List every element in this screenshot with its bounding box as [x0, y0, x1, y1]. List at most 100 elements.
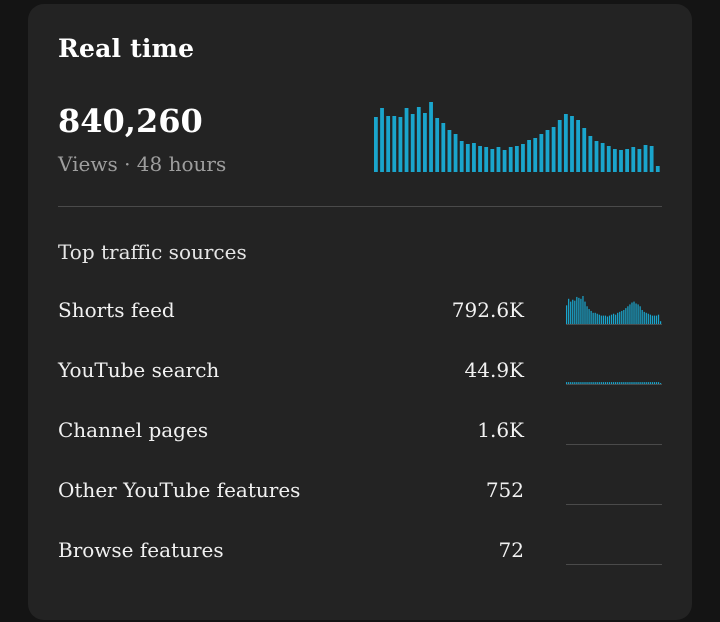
views-bar	[514, 146, 519, 172]
sparkline-bar	[584, 382, 586, 384]
sparkline-bar	[615, 314, 617, 324]
sparkline-bar	[584, 301, 586, 324]
sparkline-bar	[619, 382, 621, 384]
sparkline-bar	[629, 304, 631, 324]
sparkline-bar	[604, 315, 607, 324]
sparkline-bar	[596, 313, 598, 324]
traffic-source-value: 752	[485, 478, 524, 502]
sparkline-bar	[568, 382, 570, 384]
sparkline-bar	[633, 301, 635, 324]
sparkline-bar	[643, 382, 645, 384]
sparkline-bar	[612, 313, 615, 324]
sparkline-bar	[610, 382, 613, 384]
views-bar	[404, 108, 409, 172]
sparkline-bar	[594, 382, 596, 384]
sparkline-bar	[653, 382, 656, 384]
sparkline-bar	[588, 309, 590, 324]
sparkline-bar	[590, 382, 592, 384]
views-bar	[398, 117, 403, 172]
traffic-source-value: 792.6K	[451, 298, 524, 322]
sparkline-bar	[633, 382, 635, 384]
sparkline-bar	[568, 298, 570, 324]
sparkline-bar	[578, 382, 580, 384]
sparkline-bar	[570, 301, 572, 324]
views-bar	[423, 113, 427, 172]
sparkline-bar	[582, 296, 584, 324]
sparkline-bar	[655, 382, 658, 384]
card-title: Real time	[58, 34, 195, 63]
views-bar	[527, 140, 531, 172]
sparkline-bar	[600, 382, 602, 384]
views-bar	[576, 120, 581, 172]
views-period-subtitle: Views · 48 hours	[58, 152, 227, 176]
views-bar	[551, 127, 556, 172]
views-bar	[478, 146, 482, 172]
sparkline-bar	[647, 313, 649, 324]
views-bar	[655, 166, 660, 172]
sparkline-bar	[594, 312, 596, 324]
sparkline-bar	[619, 311, 621, 324]
sparkline-bar	[580, 298, 582, 324]
sparkline-bar	[566, 305, 568, 324]
sparkline-bar	[639, 382, 641, 384]
views-bar	[619, 150, 623, 172]
views-bar	[563, 114, 568, 172]
views-bar	[502, 150, 507, 172]
sparkline-bar	[651, 315, 654, 324]
sparkline-bar	[600, 315, 602, 324]
traffic-source-value: 44.9K	[464, 358, 524, 382]
divider	[58, 206, 662, 207]
views-bar-chart	[374, 102, 660, 172]
views-bar	[545, 130, 550, 172]
sparkline-bar	[627, 382, 629, 384]
sparkline-bar	[637, 304, 639, 324]
sparkline-bar	[653, 315, 656, 324]
traffic-sources-heading: Top traffic sources	[58, 240, 247, 264]
views-bar	[490, 149, 495, 172]
sparkline-bar	[637, 382, 639, 384]
sparkline-bar	[645, 312, 647, 324]
views-bar	[410, 114, 415, 172]
views-bar	[649, 146, 654, 172]
sparkline-bar	[572, 299, 574, 324]
sparkline-bar	[625, 382, 627, 384]
sparkline-bar	[643, 311, 645, 324]
sparkline-bar	[602, 382, 604, 384]
traffic-source-row-channel-pages: Channel pages 1.6K	[58, 410, 662, 450]
views-bar	[539, 134, 544, 172]
sparkline-bar	[625, 308, 627, 324]
sparkline-bar	[602, 315, 604, 324]
sparkline-bar	[623, 382, 625, 384]
sparkline-bar	[572, 382, 574, 384]
sparkline-bar	[576, 382, 578, 384]
views-bar	[612, 149, 617, 172]
sparkline-bar	[588, 382, 590, 384]
sparkline-bar	[592, 382, 594, 384]
views-bar	[465, 144, 470, 172]
views-bar	[472, 143, 476, 172]
sparkline-bar	[578, 297, 580, 324]
views-bar	[570, 116, 574, 172]
views-bar	[380, 108, 384, 172]
sparkline-bar	[627, 306, 629, 324]
sparkline-bar	[612, 382, 615, 384]
sparkline-bar	[639, 306, 641, 324]
views-bar	[643, 145, 648, 172]
sparkline-bar	[659, 383, 662, 384]
views-bar	[459, 141, 464, 172]
views-bar	[374, 117, 378, 172]
sparkline-bar	[608, 315, 611, 324]
sparkline-bar	[649, 382, 651, 384]
sparkline-bar	[635, 303, 637, 324]
traffic-source-sparkline	[566, 296, 662, 325]
sparkline-bar	[631, 302, 633, 324]
sparkline-bar	[596, 382, 598, 384]
sparkline-bar	[617, 382, 619, 384]
traffic-source-label: Other YouTube features	[58, 478, 301, 502]
sparkline-bar	[635, 382, 637, 384]
views-bar	[386, 116, 391, 172]
views-bar	[588, 136, 593, 172]
views-bar	[435, 118, 440, 172]
views-bar	[521, 144, 525, 172]
traffic-source-label: Browse features	[58, 538, 224, 562]
